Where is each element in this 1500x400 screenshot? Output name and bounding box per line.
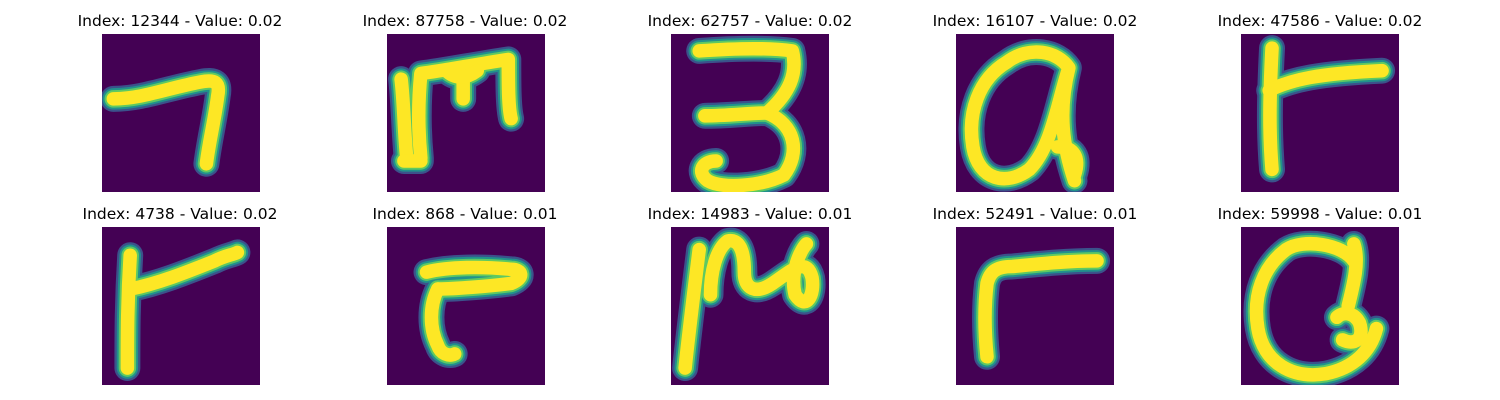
digit-image: [671, 227, 829, 385]
glyph-stroke: [1263, 41, 1279, 177]
digit-image: [387, 227, 545, 385]
image-title: Index: 12344 - Value: 0.02: [77, 12, 283, 30]
image-title: Index: 16107 - Value: 0.02: [932, 12, 1138, 30]
glyph-stroke: [978, 254, 1104, 364]
digit-glyph: [956, 34, 1114, 192]
digit-glyph: [1241, 227, 1399, 385]
glyph-stroke: [1249, 236, 1384, 382]
glyph-stroke: [1262, 63, 1389, 98]
digit-image: [956, 34, 1114, 192]
glyph-stroke: [106, 74, 226, 171]
digit-image: [956, 227, 1114, 385]
image-title: Index: 59998 - Value: 0.01: [1217, 205, 1423, 223]
glyph-stroke: [964, 45, 1082, 188]
digit-glyph: [956, 227, 1114, 385]
image-title: Index: 47586 - Value: 0.02: [1217, 12, 1423, 30]
digit-image: [102, 227, 260, 385]
image-title: Index: 52491 - Value: 0.01: [932, 205, 1138, 223]
glyph-stroke: [120, 248, 137, 375]
glyph-stroke: [703, 233, 820, 309]
image-title: Index: 868 - Value: 0.01: [372, 205, 558, 223]
digit-glyph: [102, 227, 260, 385]
image-title: Index: 14983 - Value: 0.01: [647, 205, 853, 223]
glyph-stroke: [678, 242, 706, 375]
digit-glyph: [102, 34, 260, 192]
digit-image: [671, 34, 829, 192]
glyph-stroke: [1330, 306, 1368, 349]
digit-image: [1241, 34, 1399, 192]
glyph-stroke: [394, 72, 414, 165]
image-background: [387, 227, 545, 385]
glyph-stroke: [419, 260, 528, 296]
digit-glyph: [671, 34, 829, 192]
glyph-stroke: [692, 42, 801, 192]
glyph-stroke: [123, 245, 245, 296]
digit-glyph: [387, 34, 545, 192]
digit-image: [102, 34, 260, 192]
image-background: [102, 34, 260, 192]
glyph-stroke: [439, 63, 485, 84]
image-title: Index: 87758 - Value: 0.02: [362, 12, 568, 30]
image-title: Index: 62757 - Value: 0.02: [647, 12, 853, 30]
digit-glyph: [1241, 34, 1399, 192]
glyph-stroke: [1050, 140, 1084, 182]
image-title: Index: 4738 - Value: 0.02: [82, 205, 278, 223]
glyph-stroke: [1341, 237, 1363, 313]
digit-glyph: [387, 227, 545, 385]
glyph-stroke: [424, 282, 462, 362]
glyph-stroke: [698, 106, 774, 123]
digit-image: [1241, 227, 1399, 385]
digit-image: [387, 34, 545, 192]
digit-glyph: [671, 227, 829, 385]
